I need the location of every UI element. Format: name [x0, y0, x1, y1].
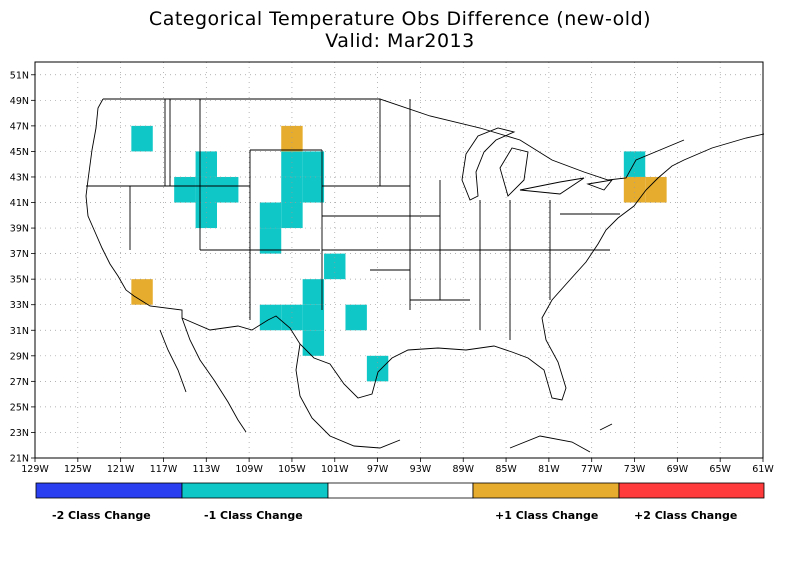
color-legend-bar — [35, 482, 765, 499]
longitude-label: 101W — [321, 464, 349, 475]
warmer-change-cell — [623, 176, 646, 203]
latitude-label: 37N — [10, 249, 29, 260]
great-lakes — [461, 127, 614, 201]
latitude-label: 31N — [10, 326, 29, 337]
cooler-change-cell — [302, 176, 325, 203]
longitude-label: 65W — [709, 464, 731, 475]
cooler-change-cell — [195, 202, 217, 229]
canada-border — [103, 98, 685, 181]
legend-swatch-minus2 — [35, 482, 183, 499]
longitude-label: 97W — [367, 464, 389, 475]
longitude-label: 109W — [235, 464, 263, 475]
legend-label-plus1: +1 Class Change — [495, 509, 599, 522]
cooler-change-cell — [131, 125, 153, 152]
latitude-label: 47N — [10, 121, 29, 132]
longitude-label: 117W — [150, 464, 178, 475]
mexico-outline — [159, 317, 401, 449]
longitude-label: 93W — [410, 464, 432, 475]
cooler-change-cell — [623, 151, 646, 177]
warmer-change-cell — [131, 279, 153, 305]
warmer-change-cell — [281, 125, 303, 152]
cooler-change-cell — [259, 304, 282, 331]
legend-swatch-minus1 — [181, 482, 329, 499]
latitude-label: 23N — [10, 428, 29, 439]
map-title: Categorical Temperature Obs Difference (… — [148, 8, 652, 30]
latitude-label: 21N — [10, 454, 29, 465]
latitude-label: 49N — [10, 96, 29, 107]
latitude-labels: 51N 49N 47N 45N 43N 41N 39N 37N 35N 33N 31N 29N 27N 2… — [10, 70, 35, 465]
legend-label-minus2: -2 Class Change — [52, 509, 151, 522]
cooler-change-cell — [259, 228, 282, 254]
longitude-label: 81W — [538, 464, 560, 475]
cooler-change-cell — [302, 279, 325, 305]
longitude-label: 69W — [667, 464, 689, 475]
latitude-label: 35N — [10, 275, 29, 286]
lat-lon-gridlines — [35, 62, 763, 458]
cooler-change-cell — [259, 202, 282, 229]
geographic-outlines — [85, 98, 765, 453]
longitude-label: 125W — [64, 464, 92, 475]
latitude-label: 25N — [10, 402, 29, 413]
legend-swatch-plus2 — [618, 482, 765, 499]
cooler-change-cell — [366, 355, 389, 382]
latitude-label: 29N — [10, 351, 29, 362]
latitude-label: 39N — [10, 224, 29, 235]
longitude-labels: 129W 125W 121W 117W 113W 109W 105W 101W 97W 93W 89… — [21, 458, 774, 475]
cooler-change-cell — [195, 151, 217, 177]
legend-swatch-plus1 — [472, 482, 620, 499]
legend-label-plus2: +2 Class Change — [634, 509, 738, 522]
legend-swatch-neutral — [327, 482, 474, 499]
latitude-label: 27N — [10, 377, 29, 388]
map-frame — [34, 61, 764, 459]
longitude-label: 105W — [278, 464, 306, 475]
longitude-label: 121W — [107, 464, 135, 475]
cooler-change-cell — [345, 304, 367, 331]
longitude-label: 77W — [581, 464, 603, 475]
legend-label-minus1: -1 Class Change — [204, 509, 303, 522]
cooler-change-cell — [302, 330, 325, 356]
cooler-change-cell — [281, 176, 303, 203]
cooler-change-cell — [302, 151, 325, 177]
longitude-label: 61W — [752, 464, 774, 475]
us-outline — [85, 98, 765, 401]
cooler-change-cell — [195, 176, 217, 203]
longitude-label: 129W — [21, 464, 49, 475]
longitude-label: 73W — [624, 464, 646, 475]
latitude-label: 51N — [10, 70, 29, 81]
cooler-change-cell — [324, 253, 346, 280]
cooler-change-cell — [217, 176, 239, 203]
latitude-label: 43N — [10, 172, 29, 183]
longitude-label: 113W — [193, 464, 221, 475]
cooler-change-cell — [174, 176, 196, 203]
latitude-label: 41N — [10, 198, 29, 209]
map-subtitle: Valid: Mar2013 — [325, 30, 475, 52]
state-lines — [86, 99, 620, 340]
latitude-label: 33N — [10, 300, 29, 311]
cooler-change-cell — [302, 304, 325, 331]
latitude-label: 45N — [10, 147, 29, 158]
cooler-change-cell — [281, 151, 303, 177]
longitude-label: 89W — [452, 464, 474, 475]
grid-cells — [131, 125, 667, 382]
warmer-change-cell — [645, 176, 667, 203]
longitude-label: 85W — [495, 464, 517, 475]
cooler-change-cell — [281, 202, 303, 229]
caribbean-outline — [509, 423, 613, 453]
